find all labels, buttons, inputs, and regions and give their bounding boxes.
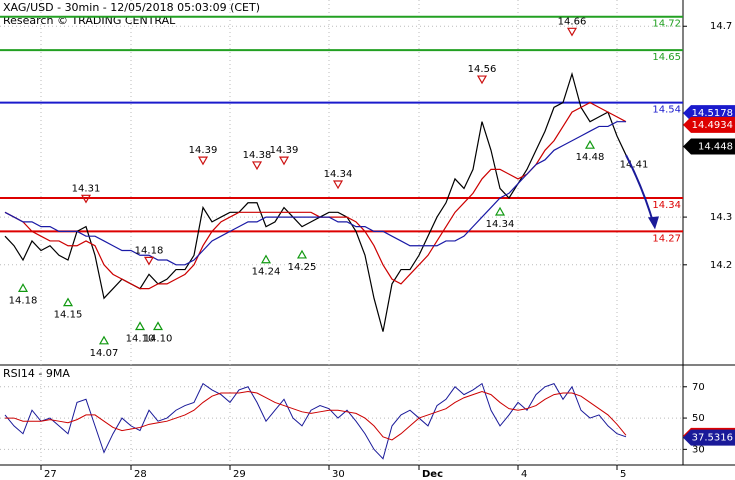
resistance-marker: [476, 75, 488, 85]
rsi-line: [4, 382, 627, 460]
y-tick-label: 50: [692, 413, 705, 424]
y-tick-label: 70: [692, 382, 705, 393]
level-label: 14.72: [652, 19, 681, 30]
price-line: [4, 121, 626, 266]
y-tick-label: 14.3: [710, 212, 732, 223]
support-marker: [134, 321, 146, 331]
support-marker: [296, 249, 308, 259]
support-marker: [98, 335, 110, 345]
support-marker: [260, 254, 272, 264]
support-marker: [152, 321, 164, 331]
support-label: 14.48: [576, 152, 605, 163]
resistance-label: 14.56: [468, 64, 497, 75]
x-tick-label: 27: [44, 469, 57, 480]
y-tick-label: 30: [692, 444, 705, 455]
support-label: 14.10: [144, 334, 173, 345]
support-label: 14.18: [9, 295, 38, 306]
resistance-label: 14.66: [558, 16, 587, 27]
support-label: 14.07: [90, 348, 119, 359]
rsi-title: RSI14 - 9MA: [3, 367, 70, 380]
price-line: [4, 101, 627, 290]
price-box: [683, 138, 735, 155]
price-label: 14.41: [620, 160, 649, 171]
price-box-label: 14.5178: [692, 108, 733, 119]
support-label: 14.15: [54, 310, 83, 321]
support-label: 14.10: [126, 334, 155, 345]
support-marker: [17, 283, 29, 292]
resistance-label: 14.31: [72, 183, 101, 194]
price-box-label: 14.4934: [692, 120, 733, 131]
resistance-marker: [278, 156, 290, 166]
x-tick-label: 29: [233, 469, 246, 480]
x-tick-label: Dec: [422, 469, 443, 480]
level-label: 14.54: [652, 105, 681, 116]
x-tick-label: 30: [332, 469, 345, 480]
support-marker: [494, 206, 506, 216]
price-box: [683, 429, 735, 446]
x-tick-label: 28: [134, 469, 147, 480]
level-label: 14.27: [652, 233, 681, 244]
x-tick-label: 5: [620, 469, 626, 480]
resistance-marker: [143, 256, 155, 266]
level-label: 14.65: [652, 52, 681, 63]
resistance-label: 14.38: [243, 150, 272, 161]
price-box-label: 37.5316: [692, 433, 733, 444]
support-marker: [584, 139, 596, 149]
resistance-label: 14.34: [324, 169, 353, 180]
support-label: 14.24: [252, 267, 281, 278]
y-tick-label: 14.2: [710, 260, 732, 271]
price-box-label: 14.448: [698, 141, 733, 152]
forecast-arrowhead: [648, 216, 659, 230]
support-label: 14.25: [288, 262, 317, 273]
resistance-marker: [197, 156, 209, 166]
resistance-marker: [332, 180, 344, 190]
y-tick-label: 14.7: [710, 21, 732, 32]
level-label: 14.34: [652, 200, 681, 211]
rsi-line: [5, 390, 627, 441]
chart-title: XAG/USD - 30min - 12/05/2018 05:03:09 (C…: [3, 1, 260, 14]
support-label: 14.34: [486, 219, 515, 230]
resistance-marker: [566, 27, 578, 37]
resistance-marker: [251, 161, 263, 171]
support-marker: [62, 297, 74, 307]
price-box: [683, 116, 735, 133]
resistance-label: 14.18: [135, 245, 164, 256]
resistance-marker: [80, 194, 92, 204]
resistance-label: 14.39: [270, 145, 299, 156]
resistance-label: 14.39: [189, 145, 218, 156]
x-tick-label: 4: [521, 469, 527, 480]
